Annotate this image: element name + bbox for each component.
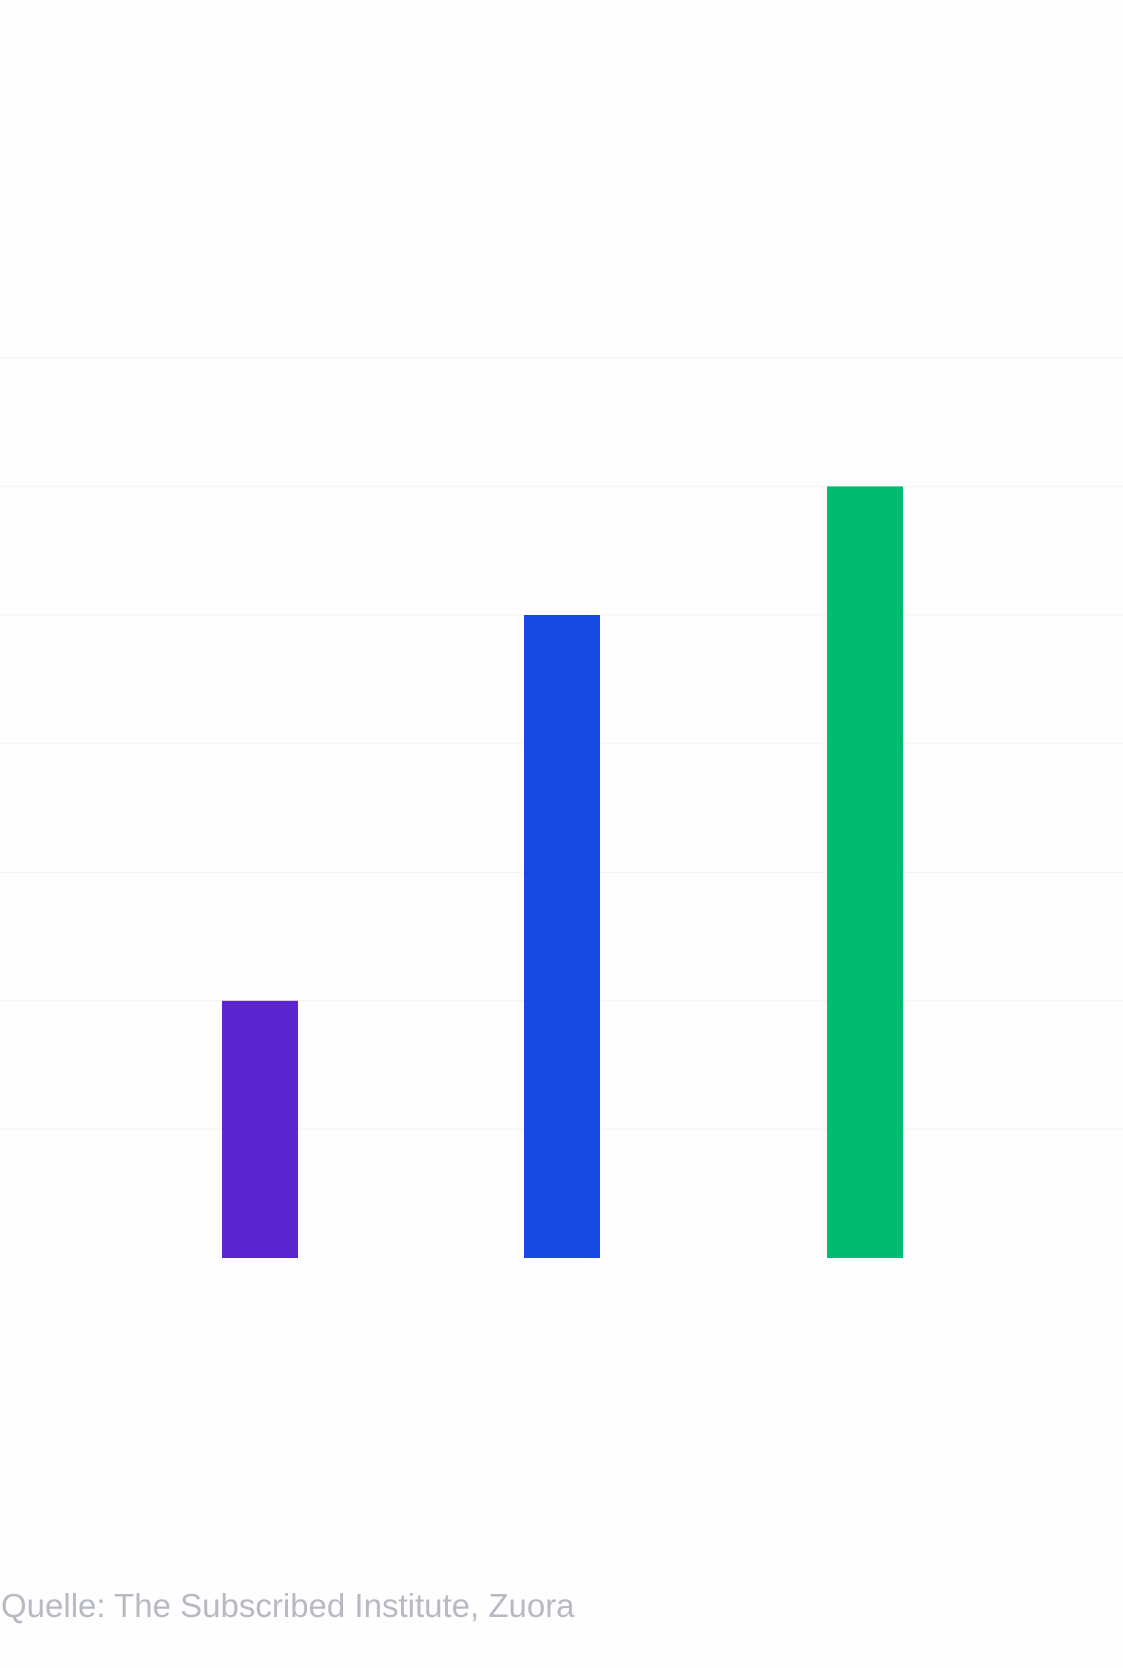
bar-2 [524,615,600,1258]
source-note: Quelle: The Subscribed Institute, Zuora [1,1587,575,1624]
bar-3 [827,486,903,1258]
bars [222,486,903,1258]
bar-1 [222,1000,298,1258]
